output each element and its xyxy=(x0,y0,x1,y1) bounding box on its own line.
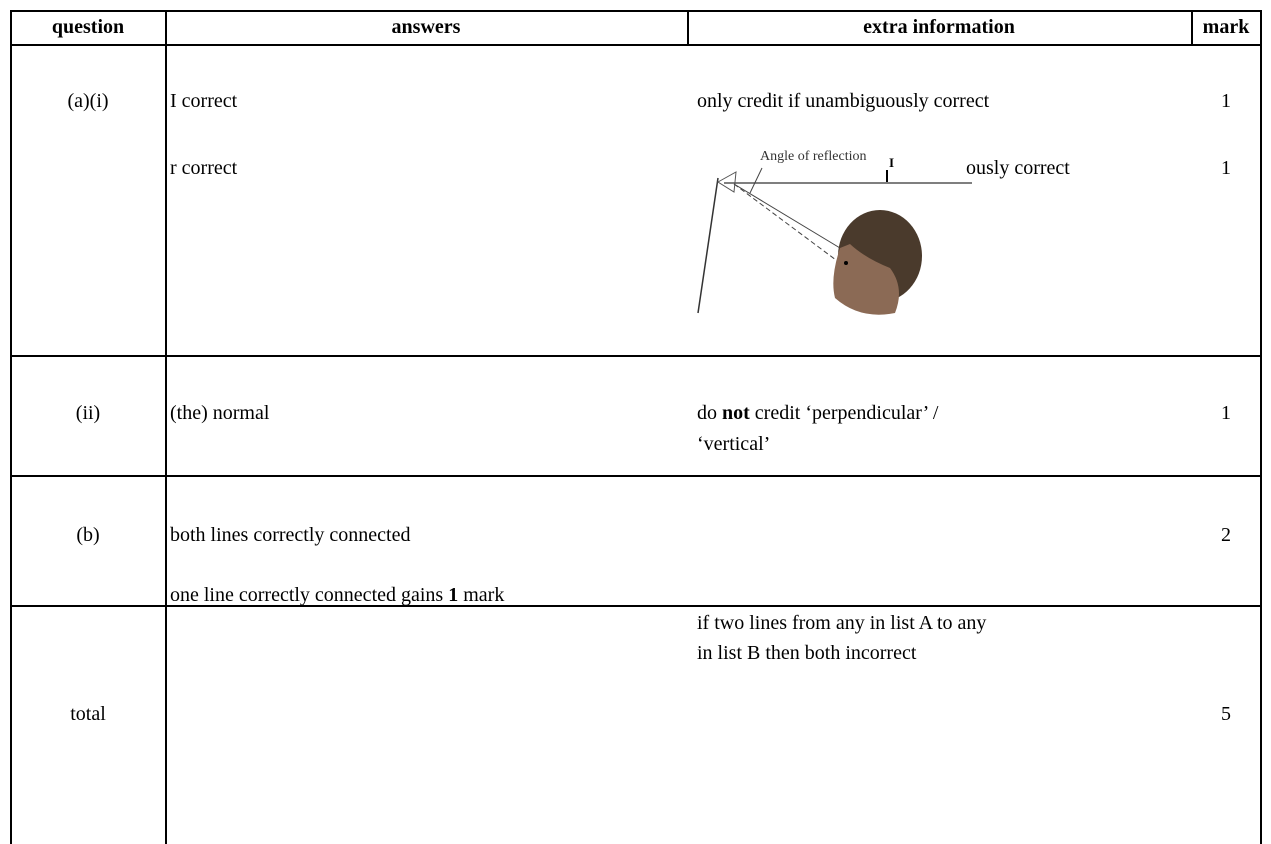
mark: 2 xyxy=(1221,524,1231,546)
question: (ii) xyxy=(75,402,101,424)
mark: 1 xyxy=(1221,157,1231,179)
figure-label: Angle of reflection xyxy=(760,149,867,164)
rule xyxy=(10,355,1261,357)
question: (b) xyxy=(76,524,100,546)
text: do xyxy=(697,402,722,424)
rule xyxy=(165,10,167,844)
mark: 1 xyxy=(1221,90,1231,112)
answer: both lines correctly connected xyxy=(170,524,411,546)
rule xyxy=(10,44,1261,46)
extra-info: do not credit ‘perpendicular’ / xyxy=(697,401,938,425)
extra-info: ously correct xyxy=(966,157,1070,179)
rule xyxy=(1191,10,1193,44)
text: credit ‘perpendicular’ / xyxy=(749,402,939,424)
rule xyxy=(1260,10,1262,844)
header-cell: extra information xyxy=(863,16,1015,38)
rule xyxy=(10,10,12,844)
answer: r correct xyxy=(170,157,238,179)
text: mark xyxy=(458,584,505,606)
text: one line correctly connected gains xyxy=(170,584,449,606)
rule xyxy=(10,605,1261,607)
mark: 5 xyxy=(1221,703,1231,725)
header-cell: mark xyxy=(1202,16,1250,38)
rule xyxy=(10,10,1261,12)
extra-info: if two lines from any in list A to any xyxy=(697,612,987,634)
answer: one line correctly connected gains 1 mar… xyxy=(170,583,504,607)
header-cell: question xyxy=(51,16,125,38)
mark: 1 xyxy=(1221,402,1231,424)
reflection-figure: I Angle of reflection xyxy=(697,149,972,315)
figure-label: I xyxy=(889,155,894,170)
question: total xyxy=(70,703,106,725)
extra-info: in list B then both incorrect xyxy=(697,642,917,664)
header-cell: answers xyxy=(391,16,461,38)
rule xyxy=(687,10,689,44)
question: (a)(i) xyxy=(67,90,109,112)
answer: I correct xyxy=(170,90,238,112)
emphasis: not xyxy=(722,402,750,424)
emphasis: 1 xyxy=(448,584,459,606)
extra-info: ‘vertical’ xyxy=(697,433,771,455)
rule xyxy=(10,475,1261,477)
answer: (the) normal xyxy=(170,402,270,424)
extra-info: only credit if unambiguously correct xyxy=(697,90,990,112)
